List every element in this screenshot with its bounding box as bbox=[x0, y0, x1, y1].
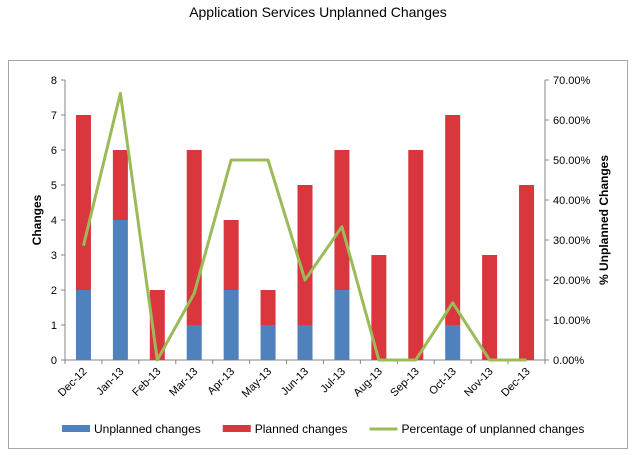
x-tick-label: Jan-13 bbox=[94, 366, 126, 398]
x-tick-label: Aug-13 bbox=[351, 366, 385, 400]
planned-changes-bar bbox=[371, 255, 387, 360]
planned-changes-bar bbox=[75, 115, 91, 290]
right-tick-label: 60.00% bbox=[553, 115, 591, 127]
right-tick-label: 70.00% bbox=[553, 75, 591, 87]
x-tick-label: Nov-13 bbox=[462, 366, 496, 400]
x-tick-label: Apr-13 bbox=[205, 366, 237, 398]
planned-changes-bar bbox=[408, 150, 424, 360]
chart-frame bbox=[8, 60, 628, 449]
planned-changes-bar bbox=[260, 290, 276, 325]
left-tick-label: 6 bbox=[51, 145, 57, 157]
x-tick-label: Dec-13 bbox=[499, 366, 533, 400]
unplanned-changes-bar bbox=[75, 290, 91, 360]
unplanned-changes-bar bbox=[223, 290, 239, 360]
right-tick-label: 40.00% bbox=[553, 195, 591, 207]
x-tick-label: Sep-13 bbox=[388, 366, 422, 400]
unplanned-changes-legend-label: Unplanned changes bbox=[94, 422, 201, 436]
percentage-of-unplanned-changes-legend-label: Percentage of unplanned changes bbox=[402, 422, 585, 436]
percentage-line bbox=[82, 91, 527, 362]
unplanned-changes-bar bbox=[186, 325, 202, 360]
unplanned-changes-bar bbox=[112, 220, 128, 360]
planned-changes-bar bbox=[112, 150, 128, 220]
left-axis-title: Changes bbox=[30, 194, 44, 245]
x-tick-label: May-13 bbox=[240, 366, 274, 400]
unplanned-changes-bar bbox=[297, 325, 313, 360]
right-tick-label: 0.00% bbox=[553, 355, 584, 367]
x-tick-label: Mar-13 bbox=[167, 366, 200, 399]
planned-changes-bar bbox=[297, 185, 313, 325]
left-tick-label: 1 bbox=[51, 320, 57, 332]
x-tick-label: Dec-12 bbox=[56, 366, 90, 400]
unplanned-changes-bar bbox=[334, 290, 350, 360]
x-tick-label: Feb-13 bbox=[130, 366, 163, 399]
planned-changes-bar bbox=[186, 150, 202, 325]
unplanned-changes-bar bbox=[445, 325, 461, 360]
planned-changes-bar bbox=[223, 220, 239, 290]
planned-changes-legend-swatch bbox=[222, 425, 251, 432]
left-tick-label: 2 bbox=[51, 285, 57, 297]
x-tick-label: Oct-13 bbox=[427, 366, 459, 398]
chart-title: Application Services Unplanned Changes bbox=[189, 4, 447, 20]
x-tick-label: Jul-13 bbox=[318, 366, 348, 396]
right-tick-label: 50.00% bbox=[553, 155, 591, 167]
right-tick-label: 10.00% bbox=[553, 315, 591, 327]
x-tick-label: Jun-13 bbox=[279, 366, 311, 398]
left-tick-label: 7 bbox=[51, 110, 57, 122]
left-tick-label: 8 bbox=[51, 75, 57, 87]
unplanned-changes-legend-swatch bbox=[62, 425, 90, 432]
left-tick-label: 0 bbox=[51, 355, 57, 367]
planned-changes-bar bbox=[445, 115, 461, 325]
right-axis-title: % Unplanned Changes bbox=[597, 155, 611, 285]
planned-changes-bar bbox=[482, 255, 498, 360]
right-tick-label: 20.00% bbox=[553, 275, 591, 287]
left-tick-label: 3 bbox=[51, 250, 57, 262]
planned-changes-bar bbox=[519, 185, 535, 360]
planned-changes-legend-label: Planned changes bbox=[255, 422, 348, 436]
right-tick-label: 30.00% bbox=[553, 235, 591, 247]
left-tick-label: 5 bbox=[51, 180, 57, 192]
planned-changes-bar bbox=[334, 150, 350, 290]
left-tick-label: 4 bbox=[51, 215, 57, 227]
unplanned-changes-bar bbox=[260, 325, 276, 360]
